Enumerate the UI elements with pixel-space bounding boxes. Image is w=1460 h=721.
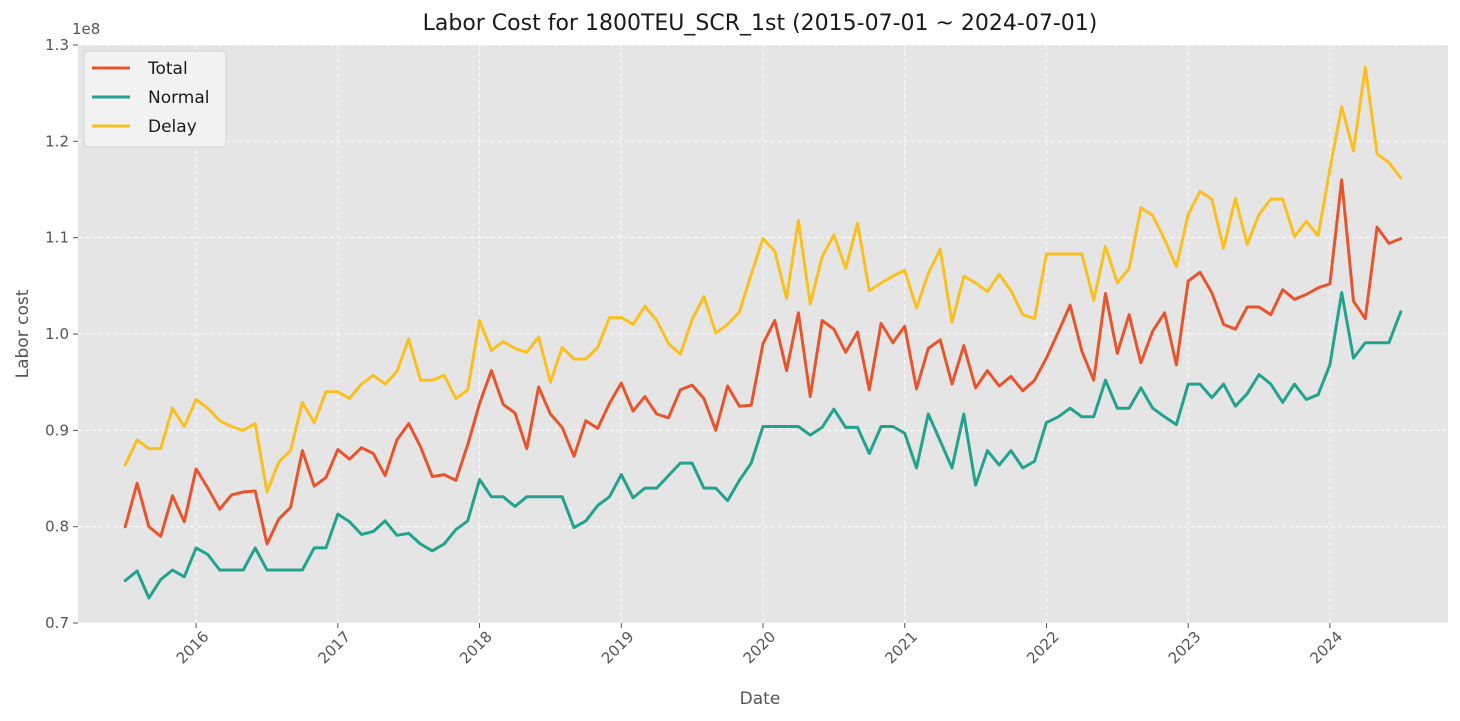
y-axis-ticks: 0.7 0.8 0.9 1.0 1.1 1.2 1.3 (45, 36, 78, 632)
x-axis-label: Date (740, 689, 781, 709)
x-tick-label: 2019 (598, 628, 638, 668)
legend-box (83, 50, 227, 148)
series-line-delay (123, 65, 1403, 494)
y-tick-label: 0.8 (45, 518, 69, 536)
x-tick-label: 2018 (456, 628, 496, 668)
chart-title: Labor Cost for 1800TEU_SCR_1st (2015-07-… (423, 11, 1098, 36)
series-line-normal (123, 291, 1403, 600)
legend-label-delay: Delay (148, 117, 197, 137)
y-tick-label: 1.3 (45, 36, 69, 54)
x-tick-label: 2022 (1023, 628, 1063, 668)
x-tick-label: 2016 (173, 628, 213, 668)
series-line-total (123, 178, 1403, 546)
y-tick-label: 0.9 (45, 421, 69, 439)
y-tick-label: 1.0 (45, 325, 69, 343)
series-lines (123, 65, 1403, 600)
x-tick-label: 2021 (881, 628, 921, 668)
y-tick-label: 1.2 (45, 132, 69, 150)
y-tick-label: 1.1 (45, 229, 69, 247)
x-tick-label: 2017 (314, 628, 354, 668)
x-tick-label: 2020 (740, 628, 780, 668)
x-tick-label: 2024 (1306, 628, 1346, 668)
legend-label-total: Total (147, 59, 188, 79)
legend: Total Normal Delay (83, 50, 227, 148)
x-axis-ticks: 2016 2017 2018 2019 2020 2021 2022 2023 2024 (173, 623, 1346, 668)
y-axis-label: Labor cost (13, 289, 33, 378)
x-tick-label: 2023 (1165, 628, 1205, 668)
legend-label-normal: Normal (148, 88, 210, 108)
y-tick-label: 0.7 (45, 614, 69, 632)
y-axis-multiplier: 1e8 (72, 20, 100, 38)
